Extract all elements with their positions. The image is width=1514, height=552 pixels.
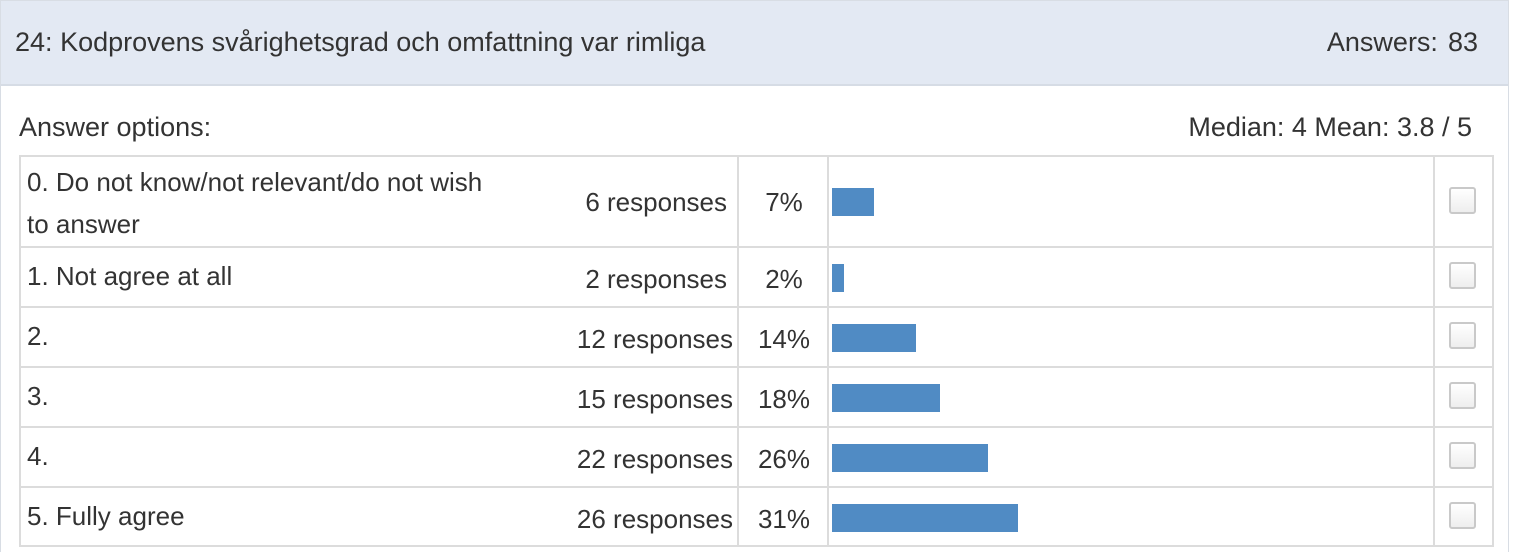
response-count: 22 responses: [576, 444, 733, 474]
response-percent: 14%: [757, 324, 811, 354]
answer-row: 0. Do not know/not relevant/do not wish …: [21, 157, 1492, 246]
response-count: 26 responses: [576, 504, 733, 534]
answer-row: 2. 12 responses 14%: [21, 306, 1492, 366]
question-header: 24: Kodprovens svårighetsgrad och omfatt…: [1, 1, 1508, 86]
column-divider: [827, 157, 829, 545]
answers-value: 83: [1447, 27, 1478, 57]
option-label: 4.: [27, 441, 49, 471]
response-percent: 18%: [757, 384, 811, 414]
row-checkbox[interactable]: [1449, 382, 1476, 409]
response-bar: [832, 384, 940, 412]
row-checkbox[interactable]: [1449, 502, 1476, 529]
option-label: 3.: [27, 381, 49, 411]
row-checkbox[interactable]: [1449, 262, 1476, 289]
answer-row: 4. 22 responses 26%: [21, 426, 1492, 486]
answer-row: 1. Not agree at all 2 responses 2%: [21, 246, 1492, 306]
answers-count: Answers: 83: [1327, 27, 1478, 58]
response-bar: [832, 324, 916, 352]
response-percent: 7%: [765, 187, 803, 217]
response-bar: [832, 188, 874, 216]
response-percent: 31%: [757, 504, 811, 534]
response-percent: 26%: [757, 444, 811, 474]
option-label-line: to answer: [27, 209, 140, 239]
response-count: 15 responses: [576, 384, 733, 414]
answer-options-table: 0. Do not know/not relevant/do not wish …: [19, 155, 1494, 547]
column-divider: [1433, 157, 1435, 545]
response-count: 6 responses: [585, 187, 727, 217]
option-label-line: 0. Do not know/not relevant/do not wish: [27, 167, 483, 197]
row-checkbox[interactable]: [1449, 322, 1476, 349]
answer-row: 5. Fully agree 26 responses 31%: [21, 486, 1492, 545]
response-count: 12 responses: [576, 324, 733, 354]
row-checkbox[interactable]: [1449, 187, 1476, 214]
option-label: 0. Do not know/not relevant/do not wish …: [27, 161, 482, 245]
option-label: 1. Not agree at all: [27, 261, 233, 291]
response-percent: 2%: [765, 264, 803, 294]
column-divider: [737, 157, 739, 545]
answers-label: Answers:: [1326, 27, 1438, 57]
answer-row: 3. 15 responses 18%: [21, 366, 1492, 426]
question-title: 24: Kodprovens svårighetsgrad och omfatt…: [15, 27, 705, 58]
answer-options-label: Answer options:: [19, 112, 212, 142]
option-label: 2.: [27, 321, 49, 351]
response-bar: [832, 444, 988, 472]
response-bar: [832, 504, 1018, 532]
question-text: Kodprovens svårighetsgrad och omfattning…: [60, 27, 706, 57]
response-bar: [832, 264, 844, 292]
row-checkbox[interactable]: [1449, 442, 1476, 469]
option-label: 5. Fully agree: [27, 501, 185, 531]
median-mean-stats: Median: 4 Mean: 3.8 / 5: [1188, 112, 1472, 142]
response-count: 2 responses: [585, 264, 727, 294]
question-number: 24:: [15, 27, 53, 57]
